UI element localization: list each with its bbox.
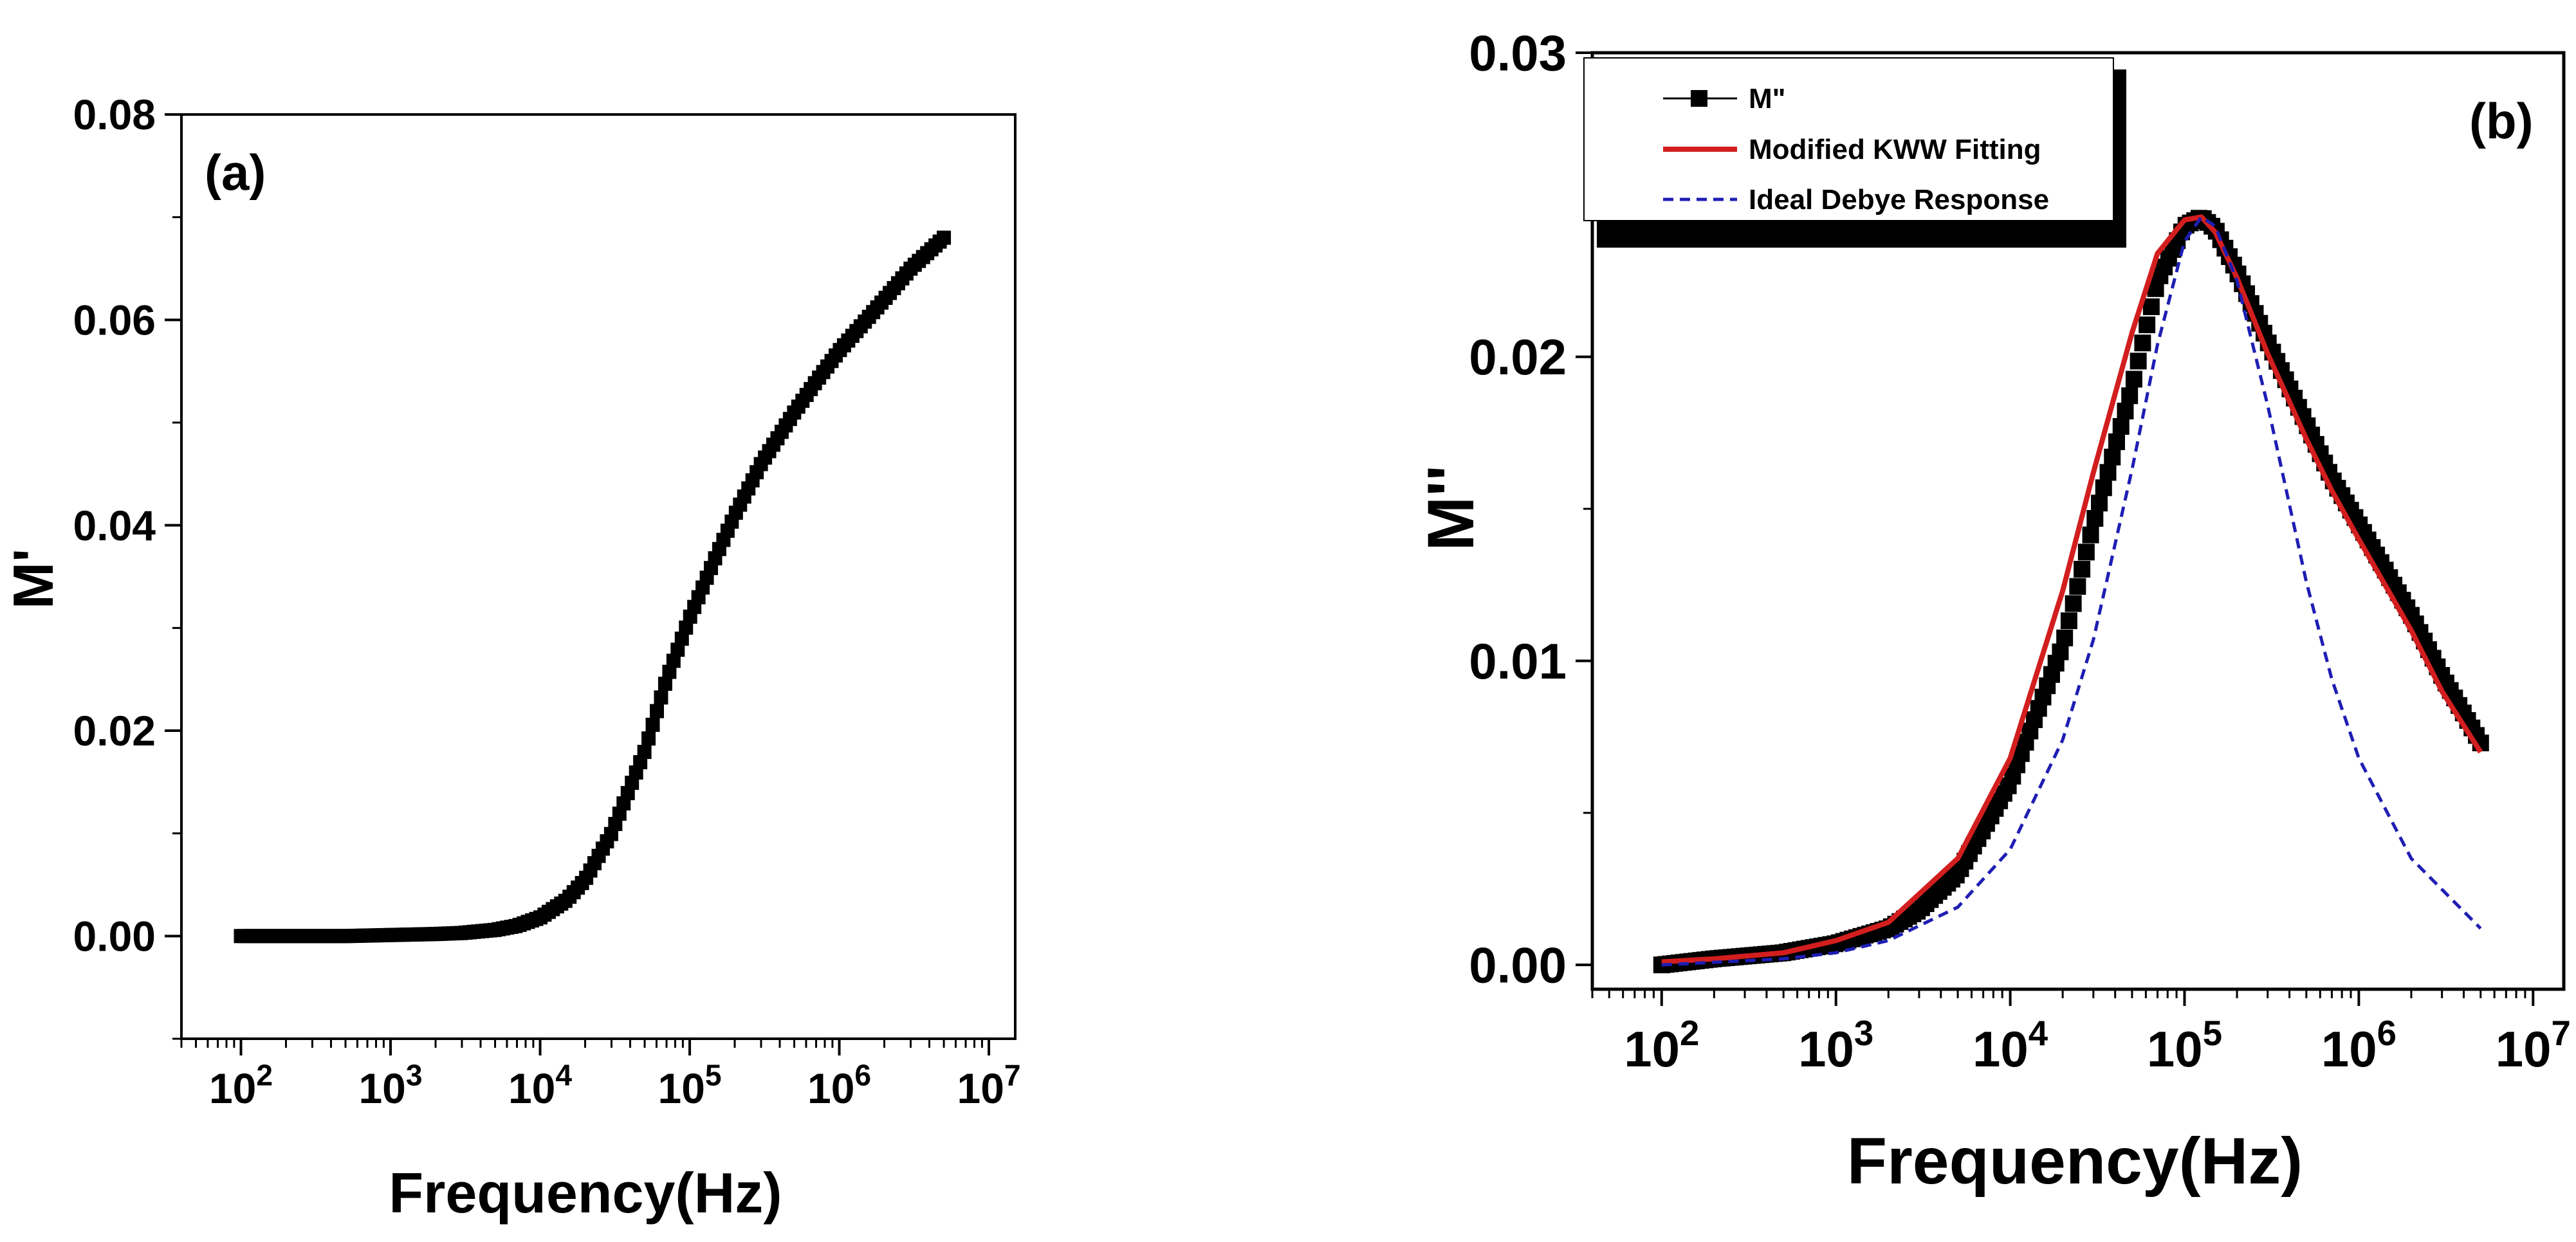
a-x-tick-label: 104 <box>508 1058 572 1112</box>
a-series-0-marker <box>679 620 694 635</box>
b-y-tick-label: 0.03 <box>1469 24 1567 81</box>
a-series-0-marker <box>937 230 952 245</box>
a-y-tick-label: 0.02 <box>73 707 156 754</box>
b-series-0-marker <box>2056 629 2074 646</box>
legend-label-mdoubleprime: M" <box>1749 83 1786 114</box>
b-series-0-marker <box>2099 464 2117 481</box>
a-plot-frame <box>180 113 1017 1040</box>
a-series-0-marker <box>654 690 668 705</box>
a-series-0-marker <box>649 704 664 718</box>
b-x-tick-label: 104 <box>1973 1014 2048 1077</box>
panel-b-legend: M" Modified KWW Fitting Ideal Debye Resp… <box>1583 57 2126 248</box>
a-series-0-marker <box>641 731 656 746</box>
a-x-tick-label: 106 <box>807 1058 871 1112</box>
panel-a-axes: 102 103 104 105 106 107 0.00 0.02 0.04 0.06 0.08 <box>73 91 1021 1112</box>
b-series-0-marker <box>2134 334 2151 352</box>
b-x-tick-label: 107 <box>2496 1014 2571 1077</box>
b-series-0-marker <box>2052 643 2069 661</box>
a-series-0-marker <box>674 631 689 646</box>
b-series-0-marker <box>2121 387 2139 405</box>
b-series-0-marker <box>2077 543 2095 561</box>
b-series-0-marker <box>2091 495 2108 512</box>
b-y-tick-label: 0.00 <box>1469 936 1567 993</box>
legend-box <box>1583 57 2114 221</box>
b-series-0-marker <box>2112 417 2130 435</box>
b-series-0-marker <box>2086 509 2104 527</box>
a-x-tick-label: 105 <box>658 1058 721 1112</box>
b-y-tick-label: 0.01 <box>1469 633 1567 689</box>
a-series-0-marker <box>666 653 681 668</box>
panel-b-series <box>1653 210 2489 974</box>
a-series-0-marker <box>658 677 672 691</box>
panel-a-series <box>234 230 952 944</box>
a-x-tick-label: 107 <box>957 1058 1021 1112</box>
b-x-tick-label: 103 <box>1798 1014 1873 1077</box>
a-series-0-marker <box>662 664 677 679</box>
panel-b-label: (b) <box>2469 93 2534 149</box>
panel-a: 102 103 104 105 106 107 0.00 0.02 0.04 0.06 0.08 (… <box>1 91 1021 1225</box>
legend-label-debye: Ideal Debye Response <box>1749 184 2049 215</box>
b-series-0-marker <box>2139 316 2156 334</box>
a-x-tick-label: 102 <box>209 1058 273 1112</box>
b-series-0-marker <box>2117 403 2134 420</box>
a-y-tick-label: 0.08 <box>73 91 156 138</box>
b-series-0-marker <box>2065 595 2082 612</box>
b-series-1-line <box>1661 214 2483 965</box>
a-y-tick-label: 0.00 <box>73 912 156 960</box>
panel-b-axes: 102 103 104 105 106 107 0.00 0.01 0.02 0.03 <box>1469 24 2571 1077</box>
b-y-tick-label: 0.02 <box>1469 329 1567 385</box>
b-series-0-marker <box>2095 479 2112 497</box>
panel-a-y-axis-title: M' <box>1 549 65 609</box>
panel-b-x-axis-title: Frequency(Hz) <box>1847 1124 2303 1198</box>
b-x-tick-label: 105 <box>2147 1014 2222 1077</box>
panel-b: 102 103 104 105 106 107 0.00 0.01 0.02 0.03 (b) F… <box>1414 24 2571 1198</box>
b-x-tick-label: 106 <box>2321 1014 2397 1077</box>
b-series-0-marker <box>2082 526 2099 543</box>
b-series-0-marker <box>2130 352 2147 370</box>
panel-a-x-axis-title: Frequency(Hz) <box>389 1161 782 1225</box>
b-series-0-marker <box>2069 578 2086 595</box>
a-y-tick-label: 0.04 <box>73 502 156 549</box>
a-series-0-marker <box>637 745 652 760</box>
a-y-tick-label: 0.06 <box>73 296 156 343</box>
panel-a-label: (a) <box>205 144 266 201</box>
panel-b-y-axis-title: M'' <box>1414 465 1487 551</box>
b-x-tick-label: 102 <box>1624 1014 1699 1077</box>
a-series-0-marker <box>645 717 660 732</box>
b-series-0-marker <box>2108 433 2125 450</box>
legend-label-kww: Modified KWW Fitting <box>1749 134 2041 165</box>
legend-marker-mdoubleprime <box>1691 90 1707 107</box>
a-x-tick-label: 103 <box>358 1058 422 1112</box>
b-series-0-marker <box>2060 612 2077 630</box>
b-series-0-marker <box>2142 298 2160 315</box>
b-plot-frame <box>1590 51 2566 991</box>
b-series-2-line <box>1661 215 2482 967</box>
b-series-0-marker <box>2074 561 2091 578</box>
a-series-0-marker <box>670 643 685 657</box>
b-series-0-marker <box>2104 448 2121 466</box>
b-series-0-marker <box>2125 370 2142 388</box>
